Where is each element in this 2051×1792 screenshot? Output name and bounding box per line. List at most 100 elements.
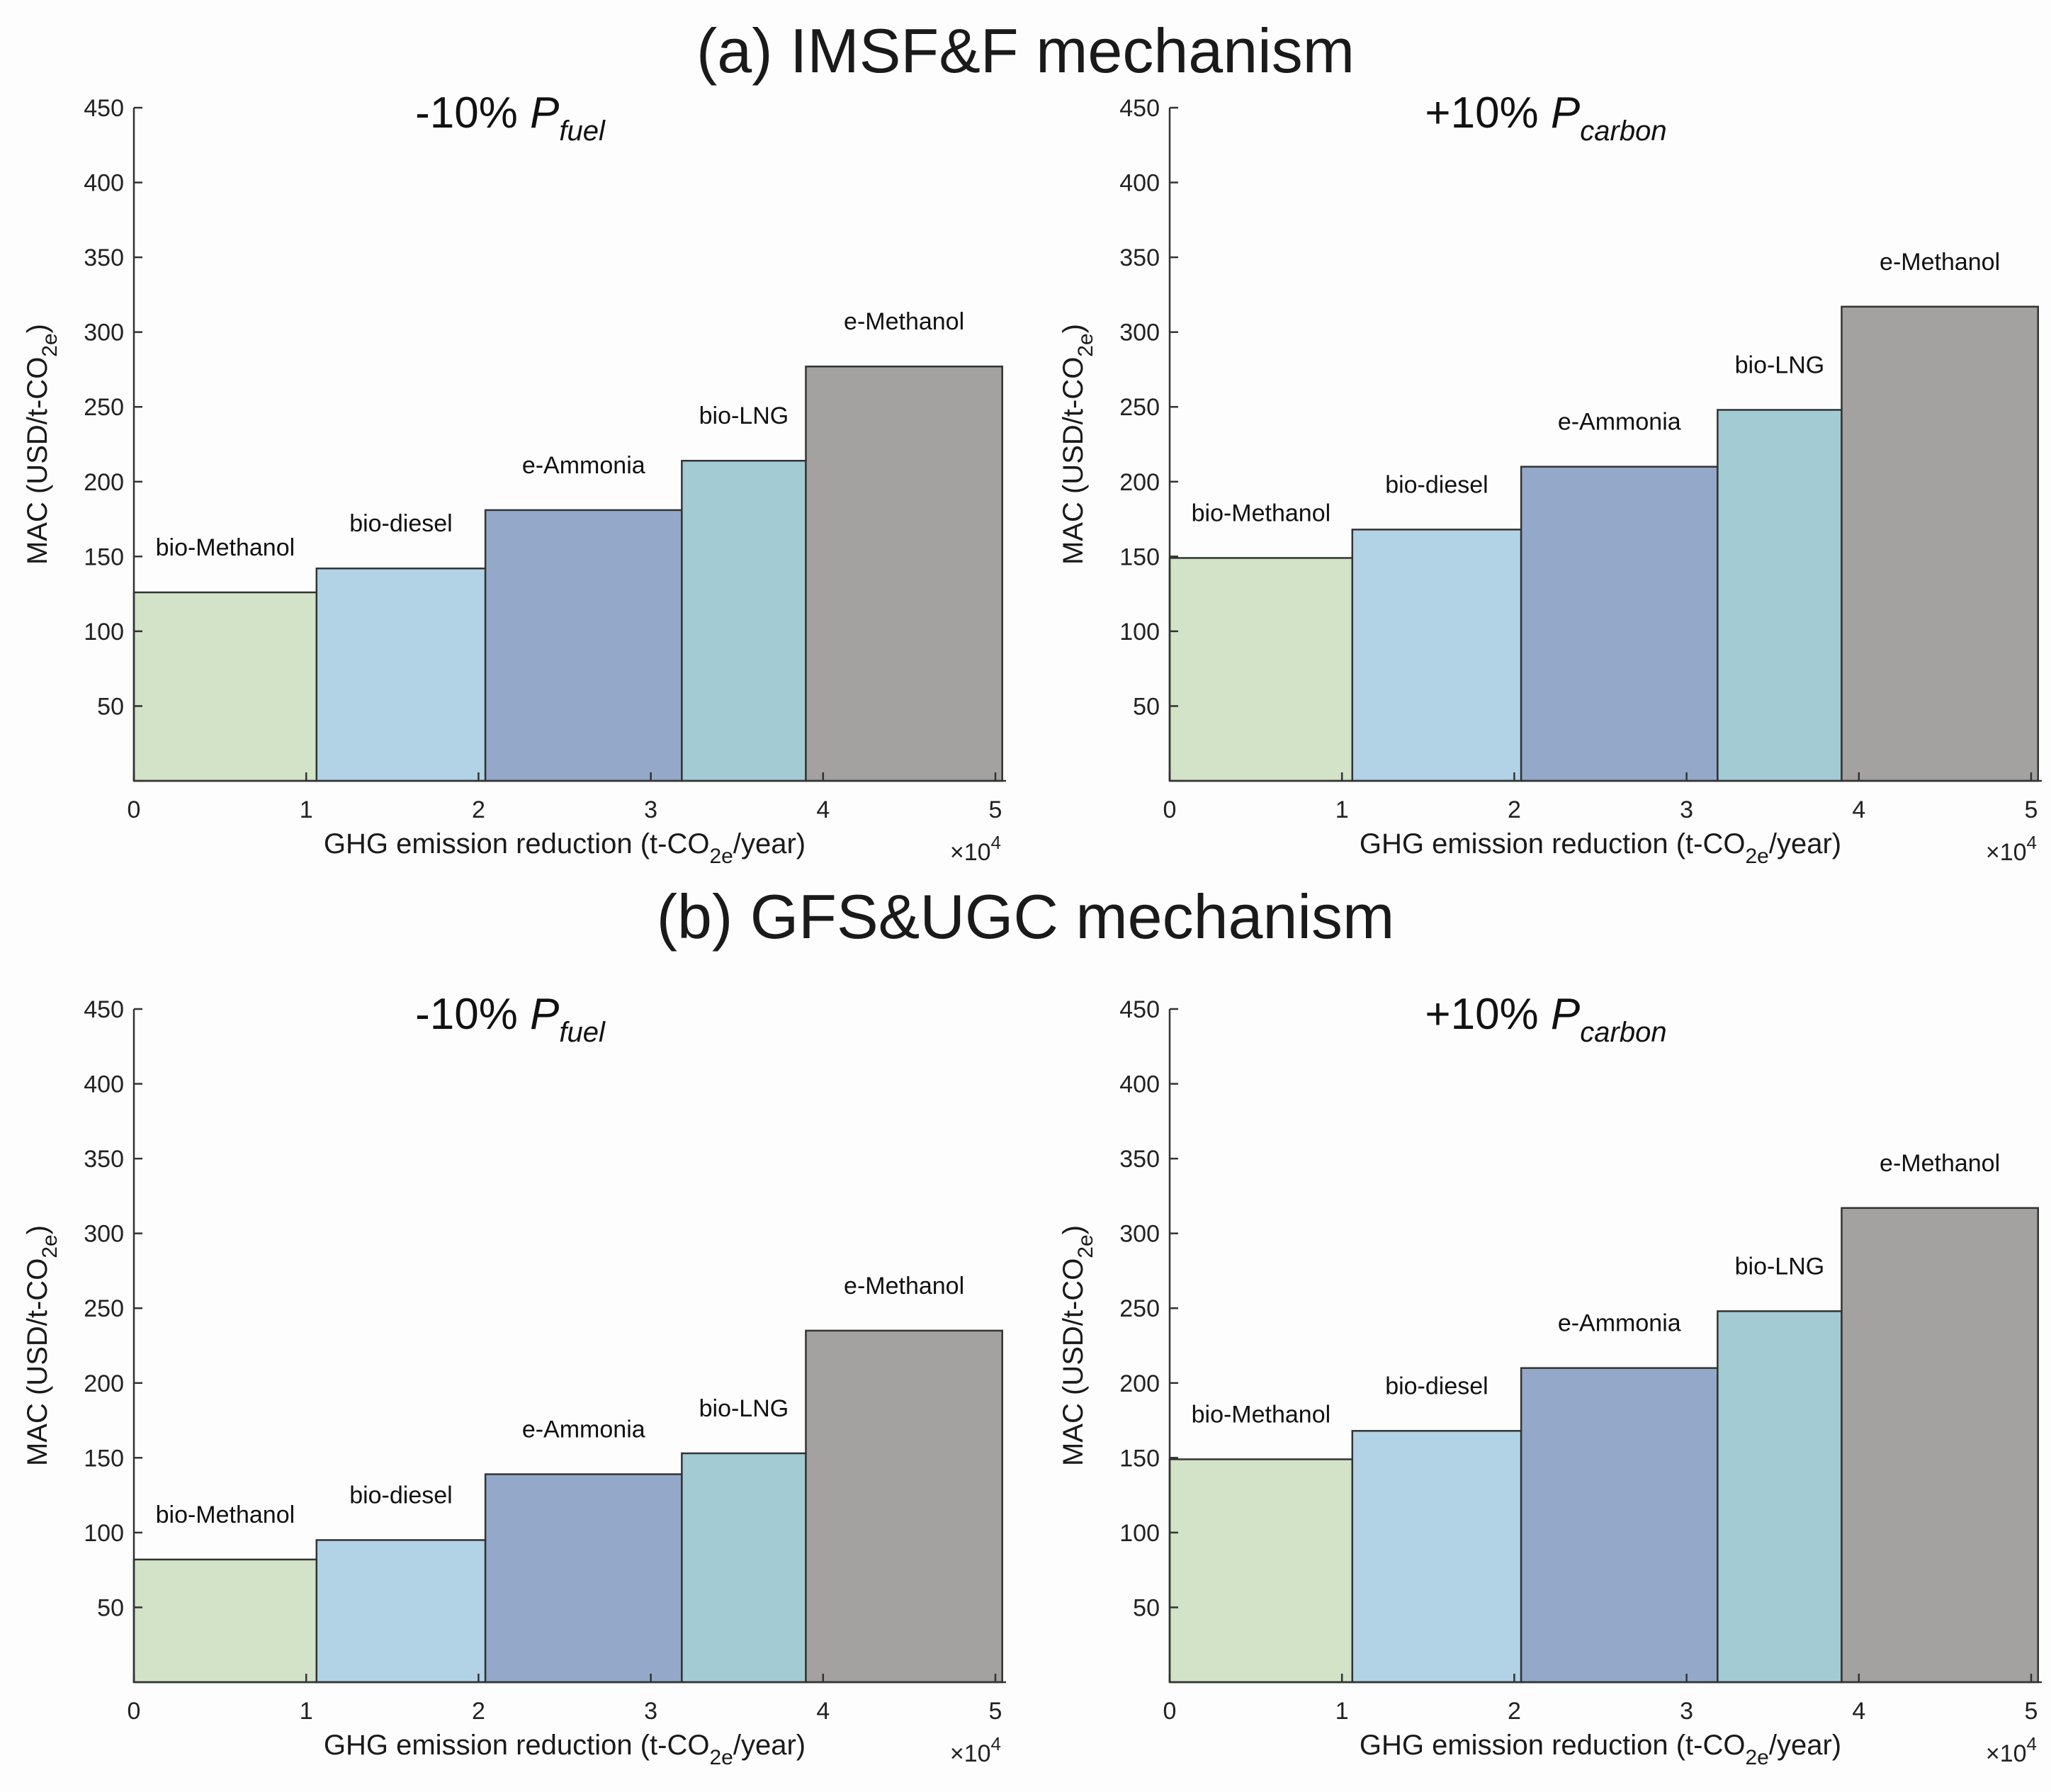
y-tick-label: 350 bbox=[84, 244, 124, 271]
bar-label-bio-diesel: bio-diesel bbox=[1385, 1373, 1488, 1399]
bar-label-bio-diesel: bio-diesel bbox=[1385, 471, 1488, 498]
y-tick-label: 150 bbox=[84, 1445, 124, 1472]
bar-label-bio-lng: bio-LNG bbox=[1735, 1253, 1825, 1280]
y-tick-label: 50 bbox=[97, 693, 124, 720]
x-tick-label: 3 bbox=[644, 1698, 657, 1725]
bar-label-e-ammonia: e-Ammonia bbox=[1558, 1310, 1681, 1337]
y-tick-label: 450 bbox=[84, 95, 124, 122]
bar-bio-lng bbox=[1717, 1310, 1843, 1684]
y-tick-label: 250 bbox=[84, 1295, 124, 1322]
bars-group: bio-Methanol bio-diesel e-Ammonia bio-LNG e-… bbox=[132, 1273, 1003, 1684]
bar-bio-diesel bbox=[315, 1539, 487, 1684]
bar-bio-diesel bbox=[1351, 1430, 1522, 1684]
x-tick-label: 0 bbox=[1163, 1698, 1177, 1725]
bar-bio-methanol bbox=[132, 591, 318, 782]
chart-b-carbon: bio-Methanol bio-diesel e-Ammonia bio-LNG e-… bbox=[1058, 990, 2042, 1769]
y-axis-label: MAC (USD/t-CO2e) bbox=[1058, 324, 1097, 565]
y-tick-label: 100 bbox=[84, 619, 124, 646]
y-tick-label: 400 bbox=[1119, 1071, 1160, 1098]
bar-e-methanol bbox=[805, 365, 1003, 782]
y-tick-label: 150 bbox=[1119, 543, 1160, 570]
bar-label-bio-diesel: bio-diesel bbox=[349, 510, 453, 537]
x-tick-label: 2 bbox=[1508, 1698, 1521, 1725]
x-tick-label: 5 bbox=[989, 1698, 1002, 1725]
bars-group: bio-Methanol bio-diesel e-Ammonia bio-LNG e-… bbox=[132, 308, 1003, 782]
x-axis-label-sub: 2e bbox=[709, 845, 733, 868]
bar-label-bio-methanol: bio-Methanol bbox=[156, 534, 295, 561]
y-tick-label: 200 bbox=[84, 469, 124, 496]
x-axis-label: GHG emission reduction (t-CO2e/year) bbox=[1360, 1730, 1841, 1769]
y-ticks: 50 100 150 200 250 300 350 400 450 bbox=[84, 996, 142, 1621]
panel-title: -10% Pfuel bbox=[415, 990, 606, 1048]
bar-e-ammonia bbox=[1520, 466, 1719, 782]
bar-e-ammonia bbox=[484, 509, 683, 782]
bar-bio-diesel bbox=[315, 567, 487, 782]
x-axis-label-main: GHG emission reduction (t-CO bbox=[1360, 1730, 1746, 1761]
bar-label-bio-methanol: bio-Methanol bbox=[1192, 1401, 1331, 1428]
y-tick-label: 300 bbox=[1119, 1221, 1160, 1248]
y-axis-label: MAC (USD/t-CO2e) bbox=[22, 1225, 62, 1466]
bar-e-methanol bbox=[1841, 305, 2039, 782]
x-multiplier-power: 4 bbox=[991, 1733, 1001, 1754]
y-tick-label: 100 bbox=[1119, 1520, 1160, 1547]
x-multiplier: ×104 bbox=[1986, 1733, 2037, 1767]
y-tick-label: 250 bbox=[1119, 394, 1160, 421]
y-axis-label-sub: 2e bbox=[1074, 1234, 1097, 1258]
panel-title-var: P bbox=[530, 990, 559, 1039]
x-tick-label: 3 bbox=[1680, 796, 1693, 823]
y-axis-label-end: ) bbox=[22, 324, 53, 333]
y-tick-label: 300 bbox=[1119, 320, 1160, 346]
panel-title-var: P bbox=[530, 89, 559, 137]
y-tick-label: 400 bbox=[84, 170, 124, 197]
bar-e-methanol bbox=[805, 1329, 1003, 1684]
x-tick-label: 3 bbox=[1680, 1698, 1693, 1725]
chart-panel-b-fuel: bio-Methanol bio-diesel e-Ammonia bio-LNG e-… bbox=[0, 901, 1025, 1773]
y-ticks: 50 100 150 200 250 300 350 400 450 bbox=[1119, 95, 1178, 720]
chart-panel-a-carbon: bio-Methanol bio-diesel e-Ammonia bio-LNG e-… bbox=[1036, 0, 2051, 872]
x-multiplier-base: ×10 bbox=[950, 1740, 991, 1767]
chart-a-carbon: bio-Methanol bio-diesel e-Ammonia bio-LNG e-… bbox=[1058, 89, 2042, 868]
bar-label-bio-methanol: bio-Methanol bbox=[156, 1501, 295, 1528]
y-ticks: 50 100 150 200 250 300 350 400 450 bbox=[1119, 996, 1178, 1621]
y-tick-label: 50 bbox=[97, 1594, 124, 1621]
y-axis-label-main: MAC (USD/t-CO bbox=[22, 357, 53, 565]
y-ticks: 50 100 150 200 250 300 350 400 450 bbox=[84, 95, 142, 720]
x-axis-label-main: GHG emission reduction (t-CO bbox=[1360, 828, 1746, 860]
y-axis-label-sub: 2e bbox=[38, 333, 62, 356]
y-axis-label-end: ) bbox=[22, 1225, 53, 1234]
section-title-b: (b) GFS&UGC mechanism bbox=[656, 881, 1395, 952]
chart-a-fuel: bio-Methanol bio-diesel e-Ammonia bio-LNG e-… bbox=[22, 89, 1006, 868]
x-multiplier-base: ×10 bbox=[1986, 839, 2027, 866]
x-ticks: 0 1 2 3 4 5 bbox=[128, 772, 1002, 823]
x-axis-label-end: /year) bbox=[1769, 1730, 1841, 1761]
x-axis-label-main: GHG emission reduction (t-CO bbox=[324, 828, 710, 860]
panel-title-var: P bbox=[1551, 89, 1580, 137]
panel-title: +10% Pcarbon bbox=[1425, 990, 1666, 1048]
y-tick-label: 350 bbox=[1119, 244, 1160, 271]
x-multiplier: ×104 bbox=[950, 1733, 1001, 1767]
y-tick-label: 250 bbox=[1119, 1295, 1160, 1322]
y-tick-label: 100 bbox=[1119, 619, 1160, 646]
panel-title-main: +10% bbox=[1425, 89, 1551, 137]
x-tick-label: 4 bbox=[1852, 796, 1865, 823]
x-axis-label: GHG emission reduction (t-CO2e/year) bbox=[324, 828, 806, 868]
x-multiplier: ×104 bbox=[950, 832, 1001, 866]
x-tick-label: 1 bbox=[300, 796, 313, 823]
y-axis-label-main: MAC (USD/t-CO bbox=[1058, 357, 1089, 565]
section-title-a: (a) IMSF&F mechanism bbox=[696, 16, 1355, 86]
y-axis-label-end: ) bbox=[1058, 324, 1089, 333]
x-axis-label-sub: 2e bbox=[709, 1746, 733, 1769]
x-tick-label: 3 bbox=[644, 796, 657, 823]
chart-b-fuel: bio-Methanol bio-diesel e-Ammonia bio-LNG e-… bbox=[22, 990, 1006, 1769]
bar-label-bio-methanol: bio-Methanol bbox=[1192, 500, 1331, 526]
x-tick-label: 0 bbox=[128, 1698, 141, 1725]
bar-bio-methanol bbox=[1168, 557, 1354, 782]
y-axis-label-main: MAC (USD/t-CO bbox=[1058, 1258, 1089, 1466]
x-tick-label: 2 bbox=[1508, 796, 1521, 823]
y-tick-label: 50 bbox=[1133, 693, 1160, 720]
y-tick-label: 300 bbox=[84, 1221, 124, 1248]
x-axis-label: GHG emission reduction (t-CO2e/year) bbox=[1360, 828, 1841, 868]
x-axis-label-sub: 2e bbox=[1745, 845, 1768, 868]
y-tick-label: 350 bbox=[84, 1146, 124, 1173]
bar-bio-methanol bbox=[1168, 1458, 1354, 1684]
